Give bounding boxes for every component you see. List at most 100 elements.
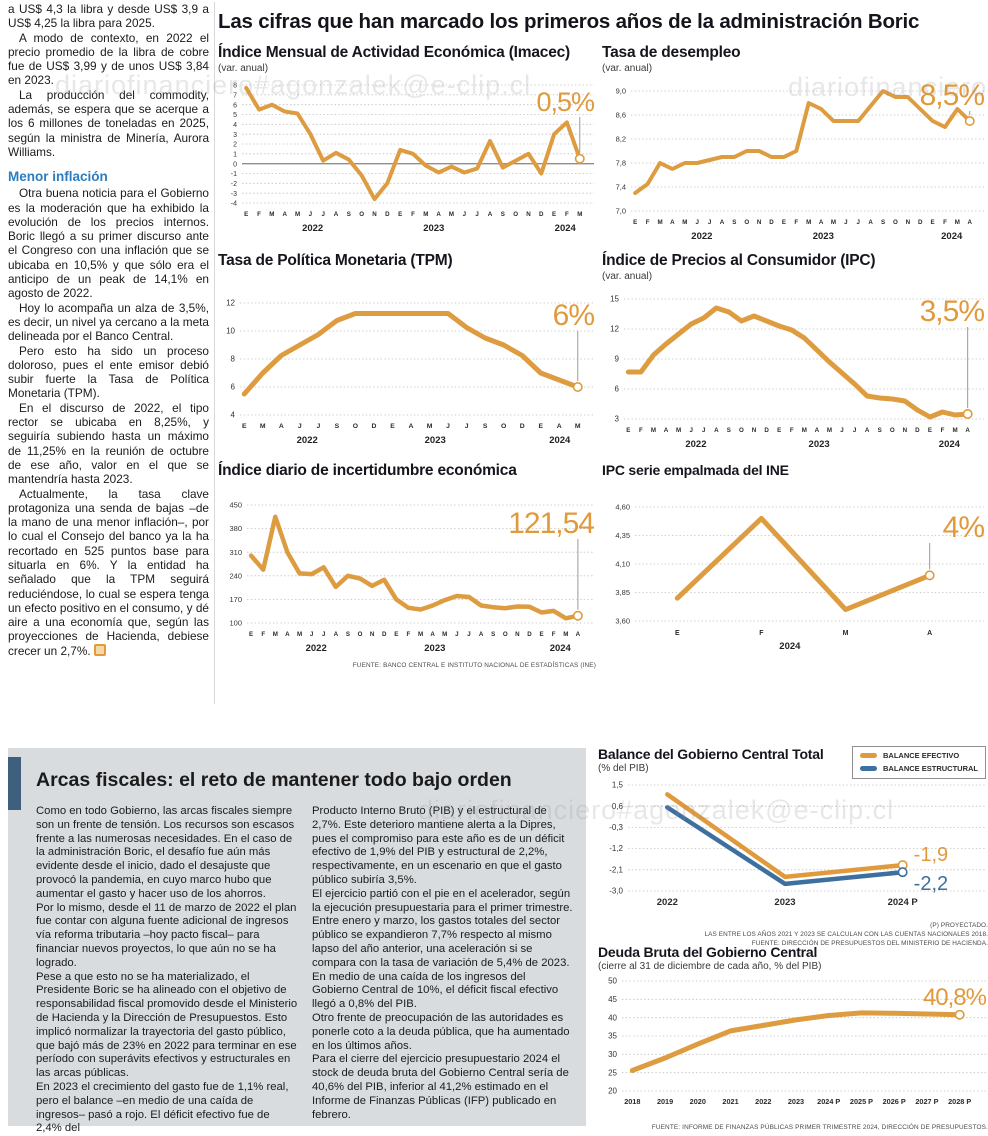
x-axis-label: E xyxy=(394,631,398,638)
y-axis-label: 3 xyxy=(233,132,237,139)
chart-subtitle xyxy=(218,271,596,283)
y-axis-label: 7 xyxy=(233,92,237,99)
y-axis-label: 6 xyxy=(615,385,620,394)
x-axis-label: J xyxy=(316,423,320,430)
y-axis-label: 3 xyxy=(615,415,620,424)
x-axis-label: A xyxy=(285,631,290,638)
year-label: 2022 xyxy=(302,223,323,234)
chart-title: Índice de Precios al Consumidor (IPC) xyxy=(602,252,876,269)
x-axis-label: N xyxy=(903,427,908,434)
chart-tpm: Tasa de Política Monetaria (TPM) 12 10 8 6 4… xyxy=(218,252,596,454)
chart-title: Deuda Bruta del Gobierno Central xyxy=(598,944,818,960)
x-axis-label: 2023 xyxy=(774,897,795,908)
y-axis-label: 380 xyxy=(229,524,242,533)
year-label: 2024 xyxy=(555,223,577,234)
year-label: 2024 xyxy=(550,643,572,654)
x-axis-label: O xyxy=(359,211,364,218)
y-axis-label: 240 xyxy=(229,571,242,580)
y-axis-label: 6 xyxy=(231,383,236,392)
x-axis-label: M xyxy=(575,423,581,430)
fiscal-column-2: Producto Interno Bruto (PIB) y el estruc… xyxy=(312,805,574,1136)
chart-footnotes: (P) PROYECTADO. LAS ENTRE LOS AÑOS 2021 … xyxy=(704,922,988,947)
x-axis-label: D xyxy=(527,631,532,638)
x-axis-label: M xyxy=(676,427,681,434)
x-axis-label: D xyxy=(385,211,390,218)
y-axis-label: 3,85 xyxy=(615,588,630,597)
x-axis-label: D xyxy=(520,423,525,430)
x-axis-label: J xyxy=(840,427,844,434)
chart-imacec: Índice Mensual de Actividad Económica (I… xyxy=(218,44,596,242)
x-axis-label: D xyxy=(382,631,387,638)
chart-title: Balance del Gobierno Central Total xyxy=(598,746,824,762)
x-axis-label: S xyxy=(346,631,350,638)
y-axis-label: 2 xyxy=(233,142,237,149)
data-line xyxy=(248,514,581,621)
x-axis-label: S xyxy=(727,427,731,434)
last-point-marker xyxy=(897,867,908,878)
x-axis-label: S xyxy=(881,219,885,226)
x-axis-label: E xyxy=(390,423,395,430)
callout-value: 0,5% xyxy=(536,87,595,117)
y-axis-label: -1,2 xyxy=(609,844,623,853)
y-axis-label: 9 xyxy=(615,355,620,364)
y-axis-label: 100 xyxy=(229,619,242,628)
chart-subtitle: (% del PIB) xyxy=(598,763,649,774)
x-axis-label: O xyxy=(744,219,749,226)
last-point-marker xyxy=(574,153,585,164)
callout-value: 8,5% xyxy=(920,79,985,112)
chart-subtitle: (var. anual) xyxy=(602,271,653,282)
year-label: 2022 xyxy=(306,643,327,654)
series-end-label: -2,2 xyxy=(914,873,948,895)
data-line xyxy=(625,305,971,420)
last-point-marker xyxy=(962,409,973,420)
x-axis-label: A xyxy=(714,427,719,434)
callout-value: 3,5% xyxy=(920,295,985,328)
x-axis-label: A xyxy=(815,427,820,434)
chart-canvas: 8 7 6 5 4 3 2 1 0 -1 -2 -3 -4 E F M A M J J A S O N D E F M A M J J A S O N… xyxy=(231,83,596,234)
y-axis-label: 25 xyxy=(608,1068,617,1077)
y-axis-label: 12 xyxy=(610,325,619,334)
y-axis-label: 170 xyxy=(229,595,242,604)
x-axis-label: E xyxy=(626,427,630,434)
x-axis-label: A xyxy=(819,219,824,226)
x-axis-label: N xyxy=(372,211,377,218)
x-axis-label: 2022 xyxy=(755,1097,771,1106)
data-line xyxy=(633,89,972,195)
x-axis-label: J xyxy=(321,211,325,218)
fiscal-paragraph: En 2023 el crecimiento del gasto fue de … xyxy=(36,1080,289,1135)
chart-title: Tasa de Política Monetaria (TPM) xyxy=(218,252,453,269)
x-axis-label: A xyxy=(664,427,669,434)
article-column: a US$ 4,3 la libra y desde US$ 3,9 a US$… xyxy=(8,2,215,704)
x-axis-label: M xyxy=(297,631,302,638)
x-axis-label: O xyxy=(739,427,744,434)
chart-canvas: 4,60 4,35 4,10 3,85 3,60 E F M A 2024 4% xyxy=(615,503,985,652)
article-paragraph: Hoy lo acompaña un alza de 3,5%, es deci… xyxy=(8,300,209,344)
series-end-label: -1,9 xyxy=(914,844,948,866)
y-axis-label: 5 xyxy=(233,112,237,119)
chart-incertidumbre: Índice diario de incertidumbre económica… xyxy=(218,462,596,669)
x-axis-label: F xyxy=(552,631,556,638)
x-axis-label: D xyxy=(769,219,774,226)
x-axis-label: D xyxy=(915,427,920,434)
x-axis-label: E xyxy=(675,630,680,637)
x-axis-label: F xyxy=(639,427,643,434)
x-axis-label: N xyxy=(757,219,762,226)
x-axis-label: D xyxy=(764,427,769,434)
x-axis-label: S xyxy=(878,427,882,434)
x-axis-label: J xyxy=(857,219,861,226)
chart-ipc: Índice de Precios al Consumidor (IPC) (v… xyxy=(602,252,986,458)
x-axis-label: F xyxy=(565,211,569,218)
x-axis-label: D xyxy=(371,423,376,430)
x-axis-label: D xyxy=(918,219,923,226)
x-axis-label: O xyxy=(893,219,898,226)
x-axis-label: M xyxy=(651,427,656,434)
legend-label: BALANCE EFECTIVO xyxy=(883,751,960,760)
x-axis-label: M xyxy=(953,427,958,434)
data-line xyxy=(665,805,905,887)
chart-ipc-ine: IPC serie empalmada del INE 4,60 4,35 4,10… xyxy=(602,462,986,656)
y-axis-label: 4,60 xyxy=(615,503,630,512)
x-axis-label: J xyxy=(853,427,857,434)
x-axis-label: E xyxy=(552,211,556,218)
